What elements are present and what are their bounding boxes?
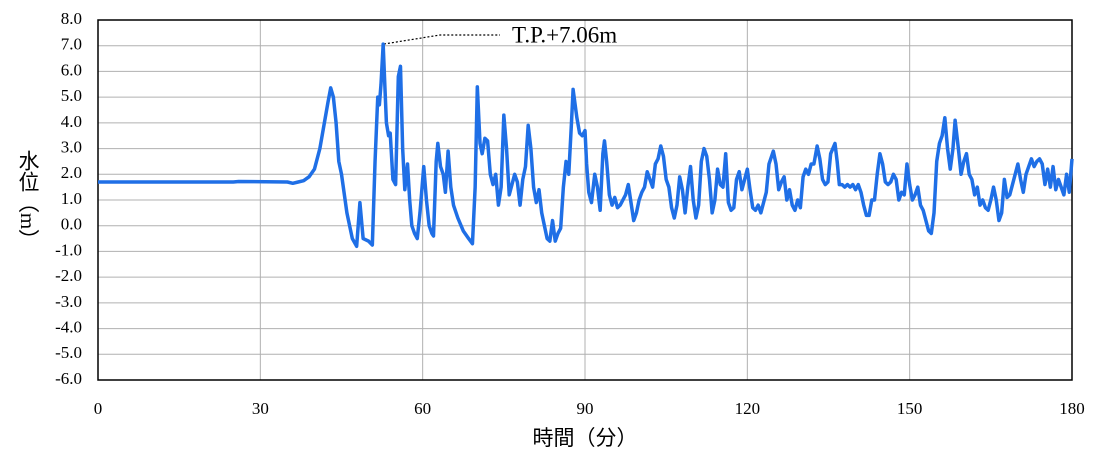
x-tick-label: 90 [577,399,594,418]
y-tick-label: 8.0 [61,9,82,28]
y-axis-label: 水位（m） [16,150,40,250]
y-tick-label: -4.0 [55,317,82,336]
y-tick-label: 5.0 [61,86,82,105]
y-tick-label: -2.0 [55,266,82,285]
annotation: T.P.+7.06m [512,22,617,47]
y-tick-label: 6.0 [61,60,82,79]
y-tick-label: -3.0 [55,292,82,311]
y-tick-label: -6.0 [55,369,82,388]
x-tick-label: 60 [414,399,431,418]
x-tick-label: 150 [897,399,923,418]
y-tick-label: 0.0 [61,215,82,234]
x-tick-label: 120 [735,399,761,418]
y-tick-label: 3.0 [61,137,82,156]
annotation-leader [383,34,500,45]
water-level-line [98,42,1074,249]
y-tick-label: -1.0 [55,240,82,259]
x-tick-label: 30 [252,399,269,418]
grid [97,19,1073,381]
y-tick-label: 1.0 [61,189,82,208]
y-tick-label: 2.0 [61,163,82,182]
x-tick-label: 0 [94,399,103,418]
plot-frame [97,19,1073,381]
x-tick-label: 180 [1059,399,1085,418]
x-axis-label: 時間（分） [533,426,638,450]
y-tick-label: 7.0 [61,35,82,54]
y-tick-label: -5.0 [55,343,82,362]
y-tick-label: 4.0 [61,112,82,131]
